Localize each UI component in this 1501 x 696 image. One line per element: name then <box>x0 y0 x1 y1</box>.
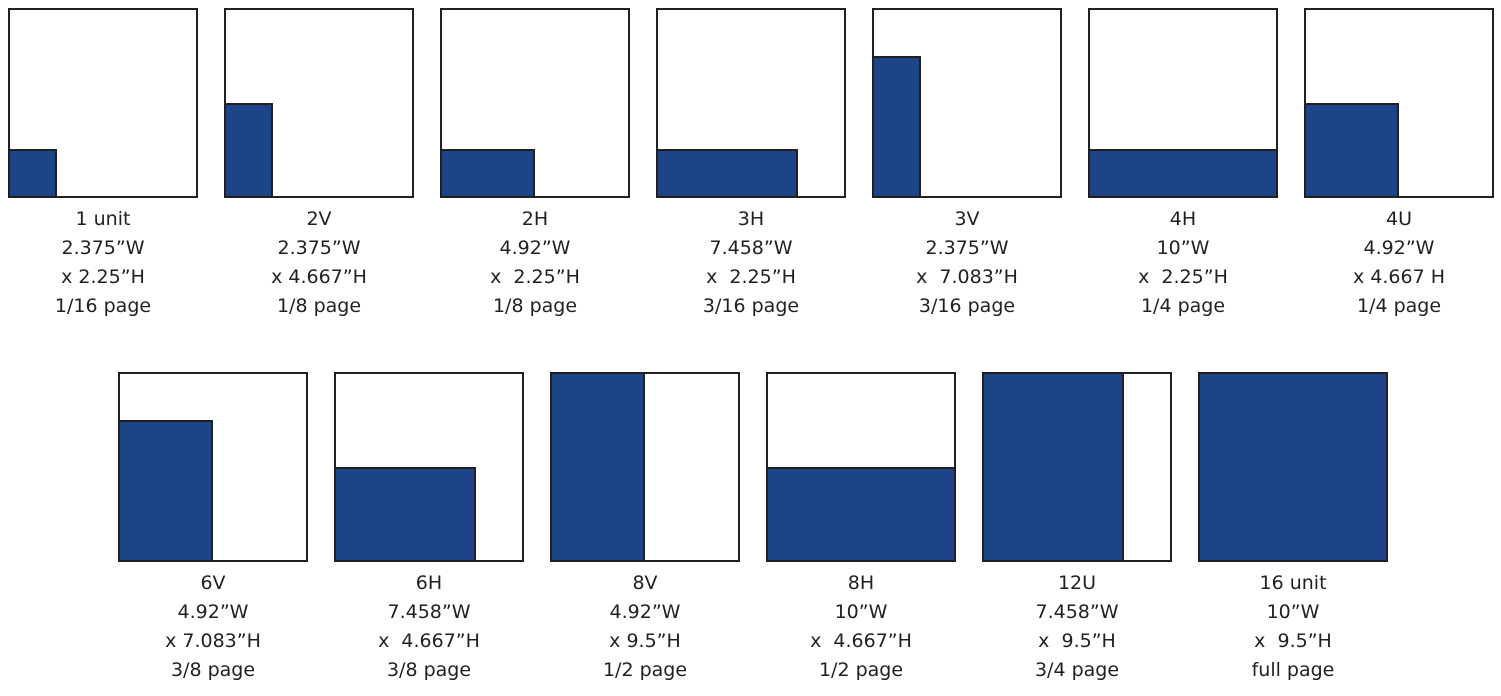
ad-width: 4.92”W <box>609 601 681 623</box>
ad-name: 1 unit <box>75 208 131 230</box>
ad-page-fraction: 3/4 page <box>1034 659 1120 681</box>
ad-name: 3V <box>954 208 980 230</box>
page-outline <box>334 372 524 562</box>
ad-height: x 2.25”H <box>61 266 145 288</box>
ad-page-fraction: 3/16 page <box>702 295 800 317</box>
ad-area <box>1200 374 1386 560</box>
ad-height: x 4.667”H <box>810 630 912 652</box>
ad-width: 10”W <box>834 601 888 623</box>
page-outline <box>872 8 1062 198</box>
ad-width: 2.375”W <box>277 237 361 259</box>
ad-area <box>10 149 57 196</box>
ad-page-fraction: 1/2 page <box>602 659 688 681</box>
ad-height: x 9.5”H <box>1038 630 1116 652</box>
page-outline <box>1198 372 1388 562</box>
ad-width: 4.92”W <box>1363 237 1435 259</box>
ad-caption: 8V 4.92”W x 9.5”H 1/2 page <box>550 569 740 685</box>
ad-caption: 2V 2.375”W x 4.667”H 1/8 page <box>224 205 414 321</box>
ad-page-fraction: 1/16 page <box>54 295 152 317</box>
ad-caption: 8H 10”W x 4.667”H 1/2 page <box>766 569 956 685</box>
ad-caption: 3H 7.458”W x 2.25”H 3/16 page <box>656 205 846 321</box>
ad-height: x 9.5”H <box>1254 630 1332 652</box>
ad-width: 4.92”W <box>177 601 249 623</box>
ad-width: 7.458”W <box>709 237 793 259</box>
page-outline <box>1088 8 1278 198</box>
page-outline <box>550 372 740 562</box>
ad-width: 10”W <box>1266 601 1320 623</box>
ad-name: 4U <box>1386 208 1412 230</box>
ad-area <box>120 420 213 560</box>
ad-name: 8V <box>632 572 658 594</box>
ad-width: 10”W <box>1156 237 1210 259</box>
ad-name: 3H <box>737 208 765 230</box>
page-outline <box>440 8 630 198</box>
ad-caption: 1 unit 2.375”W x 2.25”H 1/16 page <box>8 205 198 321</box>
ad-page-fraction: 1/8 page <box>492 295 578 317</box>
ad-name: 6V <box>200 572 226 594</box>
ad-height: x 2.25”H <box>706 266 796 288</box>
ad-name: 8H <box>847 572 875 594</box>
ad-height: x 4.667 H <box>1352 266 1445 288</box>
page-outline <box>118 372 308 562</box>
ad-area <box>226 103 273 196</box>
page-outline <box>224 8 414 198</box>
ad-width: 2.375”W <box>61 237 145 259</box>
page-outline <box>656 8 846 198</box>
ad-page-fraction: 1/8 page <box>276 295 362 317</box>
ad-name: 2H <box>521 208 549 230</box>
ad-height: x 2.25”H <box>1138 266 1228 288</box>
ad-caption: 16 unit 10”W x 9.5”H full page <box>1198 569 1388 685</box>
ad-area <box>874 56 921 196</box>
ad-caption: 2H 4.92”W x 2.25”H 1/8 page <box>440 205 630 321</box>
ad-name: 2V <box>306 208 332 230</box>
ad-area <box>552 374 645 560</box>
page-outline <box>1304 8 1494 198</box>
ad-caption: 4H 10”W x 2.25”H 1/4 page <box>1088 205 1278 321</box>
ad-page-fraction: full page <box>1251 659 1335 681</box>
ad-page-fraction: 1/2 page <box>818 659 904 681</box>
ad-width: 7.458”W <box>1035 601 1119 623</box>
ad-width: 4.92”W <box>499 237 571 259</box>
ad-caption: 6V 4.92”W x 7.083”H 3/8 page <box>118 569 308 685</box>
page-outline <box>766 372 956 562</box>
ad-caption: 4U 4.92”W x 4.667 H 1/4 page <box>1304 205 1494 321</box>
ad-area <box>768 467 954 560</box>
ad-height: x 4.667”H <box>271 266 367 288</box>
ad-height: x 7.083”H <box>916 266 1018 288</box>
ad-area <box>442 149 535 196</box>
ad-area <box>336 467 476 560</box>
ad-page-fraction: 3/8 page <box>386 659 472 681</box>
ad-height: x 4.667”H <box>378 630 480 652</box>
page-outline <box>982 372 1172 562</box>
ad-page-fraction: 3/8 page <box>170 659 256 681</box>
ad-area <box>984 374 1124 560</box>
ad-caption: 12U 7.458”W x 9.5”H 3/4 page <box>982 569 1172 685</box>
ad-width: 2.375”W <box>925 237 1009 259</box>
ad-name: 6H <box>415 572 443 594</box>
ad-area <box>658 149 798 196</box>
ad-area <box>1306 103 1399 196</box>
ad-height: x 2.25”H <box>490 266 580 288</box>
ad-page-fraction: 1/4 page <box>1140 295 1226 317</box>
ad-name: 12U <box>1057 572 1097 594</box>
ad-caption: 6H 7.458”W x 4.667”H 3/8 page <box>334 569 524 685</box>
page-outline <box>8 8 198 198</box>
ad-area <box>1090 149 1276 196</box>
ad-name: 4H <box>1169 208 1197 230</box>
ad-height: x 9.5”H <box>609 630 681 652</box>
ad-page-fraction: 1/4 page <box>1356 295 1442 317</box>
ad-name: 16 unit <box>1259 572 1327 594</box>
ad-page-fraction: 3/16 page <box>918 295 1016 317</box>
ad-height: x 7.083”H <box>165 630 261 652</box>
ad-width: 7.458”W <box>387 601 471 623</box>
ad-caption: 3V 2.375”W x 7.083”H 3/16 page <box>872 205 1062 321</box>
